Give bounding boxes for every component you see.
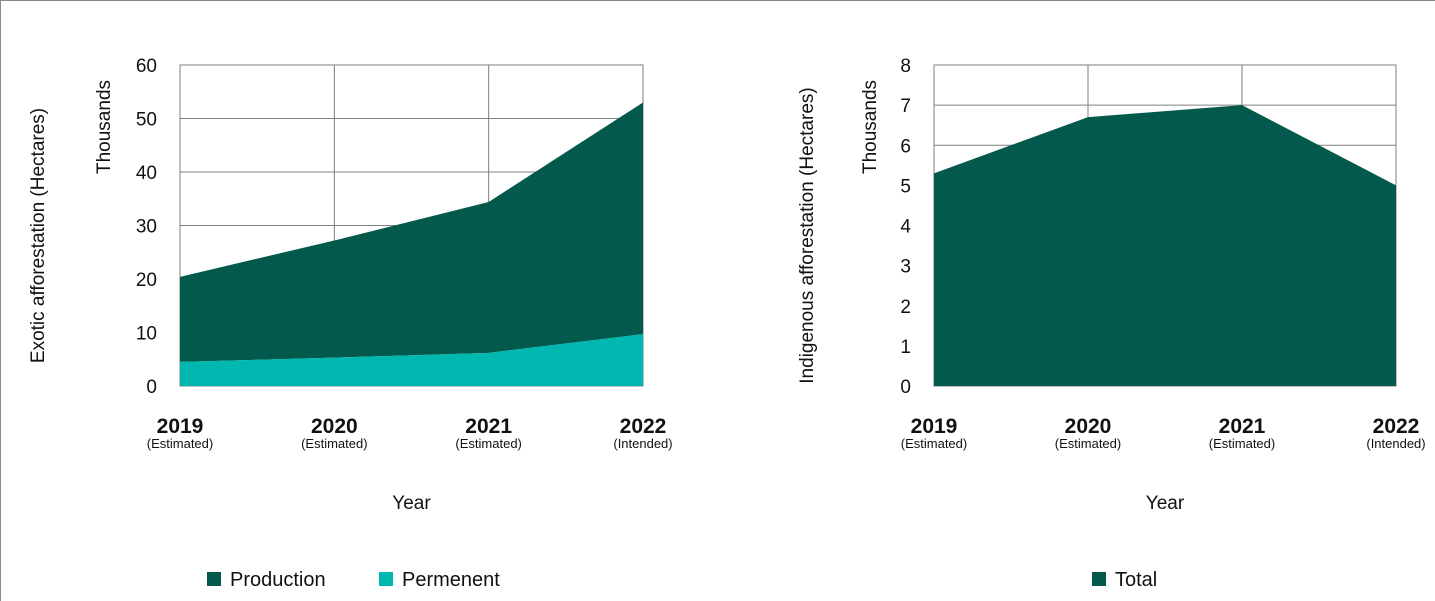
- x-tick-label: 2021: [465, 415, 512, 438]
- y-tick-label: 1: [900, 337, 911, 358]
- x-tick-label: 2021: [1219, 415, 1266, 438]
- x-tick-note: (Estimated): [1055, 436, 1121, 451]
- x-tick-note: (Intended): [613, 436, 672, 451]
- chart-2: 0123456782019(Estimated)2020(Estimated)2…: [797, 56, 1426, 591]
- y-tick-label: 2: [900, 297, 911, 318]
- x-axis-title: Year: [392, 493, 431, 514]
- y-tick-label: 20: [136, 270, 157, 291]
- y-tick-label: 5: [900, 176, 911, 197]
- y-tick-label: 30: [136, 217, 157, 238]
- y-tick-label: 50: [136, 110, 157, 131]
- legend-label: Production: [230, 569, 326, 591]
- area-production: [180, 102, 643, 362]
- chart-1: 01020304050602019(Estimated)2020(Estimat…: [28, 56, 673, 591]
- x-tick-label: 2019: [911, 415, 958, 438]
- y-tick-label: 40: [136, 163, 157, 184]
- x-tick-note: (Estimated): [455, 436, 521, 451]
- x-tick-label: 2020: [1065, 415, 1112, 438]
- legend-swatch: [379, 572, 393, 586]
- y-tick-label: 0: [900, 377, 911, 398]
- y-tick-label: 3: [900, 257, 911, 278]
- legend-label: Permenent: [402, 569, 500, 591]
- area-total: [934, 105, 1396, 386]
- y-tick-label: 60: [136, 56, 157, 77]
- legend-label: Total: [1115, 569, 1157, 591]
- y-axis-unit: Thousands: [94, 80, 115, 174]
- y-axis-title: Indigenous afforestation (Hectares): [797, 87, 818, 383]
- y-tick-label: 4: [900, 217, 911, 238]
- y-axis-unit: Thousands: [860, 80, 881, 174]
- area-permenent: [180, 334, 643, 386]
- x-tick-note: (Estimated): [1209, 436, 1275, 451]
- y-tick-label: 7: [900, 96, 911, 117]
- legend-swatch: [1092, 572, 1106, 586]
- x-tick-label: 2022: [1373, 415, 1420, 438]
- y-tick-label: 6: [900, 136, 911, 157]
- x-axis-title: Year: [1146, 493, 1185, 514]
- x-tick-note: (Estimated): [147, 436, 213, 451]
- y-tick-label: 8: [900, 56, 911, 77]
- x-tick-label: 2020: [311, 415, 358, 438]
- x-tick-note: (Estimated): [901, 436, 967, 451]
- x-tick-label: 2022: [620, 415, 667, 438]
- y-tick-label: 0: [146, 377, 157, 398]
- y-tick-label: 10: [136, 324, 157, 345]
- x-tick-note: (Estimated): [301, 436, 367, 451]
- x-tick-note: (Intended): [1366, 436, 1425, 451]
- x-tick-label: 2019: [157, 415, 204, 438]
- legend-swatch: [207, 572, 221, 586]
- y-axis-title: Exotic afforestation (Hectares): [28, 108, 49, 363]
